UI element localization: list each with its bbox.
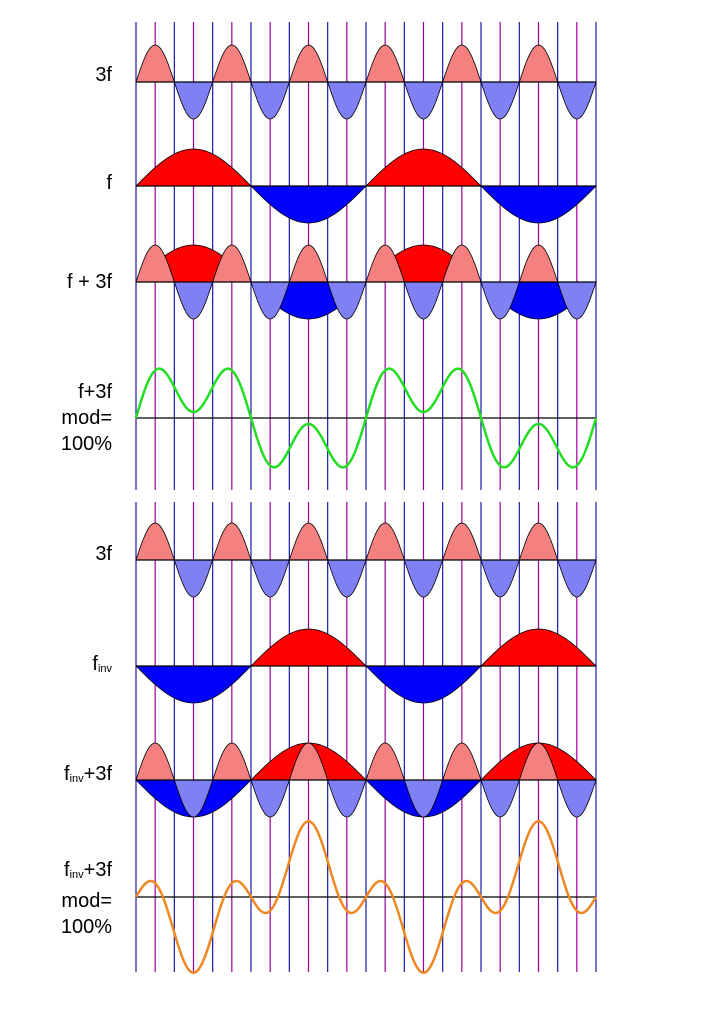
label-mod-b: finv+3f mod= 100%: [61, 857, 112, 940]
third-positive-lobe: [212, 742, 252, 781]
third-negative-lobe: [480, 779, 520, 818]
third-negative-lobe: [327, 559, 367, 598]
third-negative-lobe: [403, 779, 444, 818]
third-negative-lobe: [557, 779, 597, 818]
third-negative-lobe: [250, 81, 290, 120]
third-positive-lobe: [288, 522, 329, 561]
label-3f-top: 3f: [95, 64, 112, 86]
third-negative-lobe: [480, 559, 520, 598]
third-negative-lobe: [173, 281, 214, 320]
label-f: f: [106, 172, 112, 194]
third-positive-lobe: [518, 244, 559, 283]
third-negative-lobe: [250, 281, 290, 320]
third-positive-lobe: [365, 742, 405, 781]
fundamental-negative-lobe: [250, 185, 367, 224]
third-positive-lobe: [212, 522, 252, 561]
label-mod-b-line3: 100%: [60, 916, 112, 938]
third-negative-lobe: [173, 81, 214, 120]
row-f-inv-plus-3f: [135, 742, 597, 818]
fundamental-negative-lobe: [365, 665, 482, 704]
third-positive-lobe: [442, 244, 482, 283]
third-negative-lobe: [480, 81, 520, 120]
third-positive-lobe: [135, 44, 175, 83]
third-positive-lobe: [212, 44, 252, 83]
third-positive-lobe: [365, 244, 405, 283]
third-negative-lobe: [403, 81, 444, 120]
label-f-plus-3f: f + 3f: [66, 271, 112, 293]
third-negative-lobe: [403, 281, 444, 320]
row-mod-b: [134, 820, 598, 974]
label-mod-a-line1: f+3f: [78, 381, 112, 403]
third-negative-lobe: [480, 281, 520, 320]
third-positive-lobe: [365, 522, 405, 561]
label-mod-b-line1: finv+3f: [64, 859, 112, 881]
third-negative-lobe: [173, 779, 214, 818]
third-negative-lobe: [250, 559, 290, 598]
label-f-inv: finv: [92, 653, 112, 675]
third-positive-lobe: [518, 522, 559, 561]
label-mod-b-line2: mod=: [61, 890, 112, 912]
fundamental-negative-lobe: [480, 185, 597, 224]
label-mod-a-line2: mod=: [61, 407, 112, 429]
third-positive-lobe: [288, 44, 329, 83]
fundamental-positive-lobe: [365, 148, 482, 187]
third-positive-lobe: [288, 742, 329, 781]
third-positive-lobe: [442, 522, 482, 561]
label-f-inv-plus-3f: finv+3f: [64, 763, 112, 785]
third-negative-lobe: [557, 81, 597, 120]
row-f: [135, 148, 597, 224]
third-negative-lobe: [250, 779, 290, 818]
third-negative-lobe: [557, 281, 597, 320]
third-positive-lobe: [518, 742, 559, 781]
fundamental-positive-lobe: [135, 148, 252, 187]
row-3f-top: [135, 44, 597, 120]
third-negative-lobe: [173, 559, 214, 598]
third-positive-lobe: [135, 244, 175, 283]
third-positive-lobe: [288, 244, 329, 283]
third-negative-lobe: [327, 281, 367, 320]
modulated-curve: [134, 820, 598, 974]
third-positive-lobe: [518, 44, 559, 83]
third-positive-lobe: [442, 742, 482, 781]
third-positive-lobe: [135, 522, 175, 561]
third-negative-lobe: [327, 779, 367, 818]
time-gridlines: [135, 22, 597, 972]
waveform-rows: [134, 44, 598, 974]
third-positive-lobe: [212, 244, 252, 283]
third-negative-lobe: [403, 559, 444, 598]
third-positive-lobe: [442, 44, 482, 83]
row-f-inv: [135, 628, 597, 704]
row-mod-a: [134, 367, 598, 469]
fundamental-positive-lobe: [250, 628, 367, 667]
fundamental-negative-lobe: [135, 665, 252, 704]
third-negative-lobe: [327, 81, 367, 120]
third-positive-lobe: [365, 44, 405, 83]
label-mod-a-line3: 100%: [60, 433, 112, 455]
label-mod-a: f+3f mod= 100%: [61, 379, 112, 457]
third-positive-lobe: [135, 742, 175, 781]
row-f-plus-3f: [135, 244, 597, 320]
third-negative-lobe: [557, 559, 597, 598]
fundamental-positive-lobe: [480, 628, 597, 667]
row-3f-bottom: [135, 522, 597, 598]
modulated-curve: [134, 367, 598, 469]
label-3f-bottom: 3f: [95, 543, 112, 565]
